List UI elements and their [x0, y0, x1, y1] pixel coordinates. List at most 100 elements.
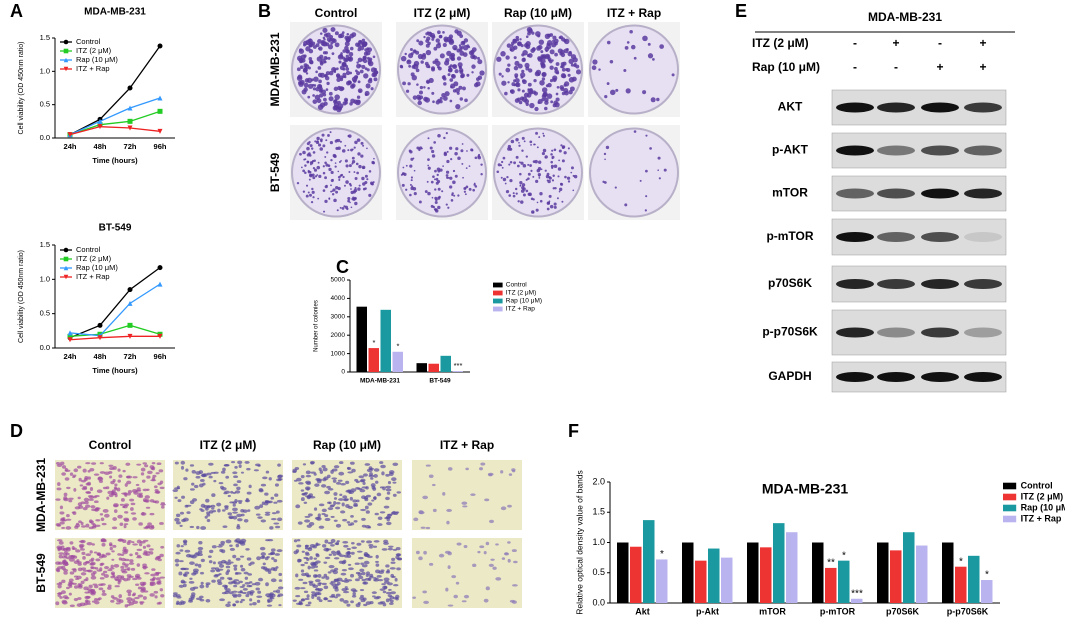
cell: [500, 470, 504, 474]
colony: [368, 193, 372, 197]
colony: [434, 169, 437, 173]
cell: [208, 475, 213, 479]
colony: [624, 203, 628, 207]
cell: [495, 543, 499, 546]
colony: [539, 192, 543, 196]
bar: [721, 557, 733, 603]
colony: [317, 143, 322, 147]
cell: [267, 570, 272, 574]
colony: [527, 88, 530, 91]
colony: [555, 71, 560, 75]
cell: [344, 498, 349, 501]
colony: [316, 174, 319, 176]
cell: [113, 563, 120, 568]
cell: [142, 581, 147, 586]
cell: [89, 562, 95, 566]
cell: [150, 573, 157, 577]
marker: [157, 95, 163, 101]
cell: [99, 567, 103, 571]
cell: [326, 474, 331, 479]
cell: [146, 475, 151, 479]
colony: [517, 200, 520, 203]
cell: [96, 489, 103, 494]
cell: [126, 480, 132, 485]
cell: [267, 598, 273, 603]
colony: [328, 96, 334, 102]
cell: [95, 524, 101, 528]
colony: [302, 190, 306, 193]
cell: [375, 554, 379, 559]
cell: [126, 589, 132, 594]
marker: [127, 125, 133, 131]
colony: [567, 147, 570, 150]
cell: [199, 584, 205, 589]
cell: [118, 474, 123, 478]
colony: [629, 30, 633, 34]
cell: [300, 497, 305, 502]
cell: [364, 505, 369, 510]
colony: [344, 159, 348, 163]
panel-label: C: [336, 257, 349, 277]
colony: [411, 185, 414, 188]
cell: [338, 471, 345, 476]
colony: [349, 46, 354, 51]
colony: [521, 89, 525, 93]
colony: [325, 57, 329, 60]
cell: [485, 586, 490, 591]
colony: [304, 171, 307, 175]
colony: [501, 80, 507, 86]
treatment-sign: +: [979, 36, 986, 50]
colony: [430, 204, 434, 208]
colony: [358, 184, 361, 187]
colony: [351, 197, 355, 201]
legend-swatch: [493, 306, 503, 312]
colony: [326, 151, 329, 154]
cell: [85, 553, 92, 557]
cell: [428, 562, 434, 566]
cell: [356, 550, 363, 553]
cell: [73, 575, 79, 578]
cell: [191, 482, 195, 486]
cell: [146, 488, 150, 491]
colony: [425, 39, 430, 43]
cell: [239, 585, 245, 588]
cell: [270, 551, 275, 555]
colony: [346, 36, 351, 41]
colony: [350, 188, 352, 190]
cell: [175, 521, 181, 525]
colony: [341, 31, 345, 34]
colony: [324, 156, 327, 158]
colony: [464, 98, 468, 103]
cell: [392, 548, 398, 551]
colony: [329, 141, 333, 145]
colony: [459, 46, 462, 49]
cell: [259, 546, 266, 551]
cell: [438, 553, 445, 558]
colony: [313, 76, 319, 82]
cell: [422, 495, 429, 500]
cell: [256, 556, 261, 561]
cell: [351, 542, 355, 545]
cell: [110, 564, 114, 569]
treatment-sign: -: [894, 60, 898, 74]
cell: [335, 523, 342, 528]
colony: [357, 42, 361, 46]
cell: [356, 499, 360, 503]
colony: [417, 96, 422, 101]
colony: [536, 168, 541, 173]
cell: [137, 586, 142, 590]
cell: [368, 466, 373, 470]
cell: [383, 580, 390, 584]
cell: [61, 600, 68, 605]
cell: [145, 506, 151, 509]
cell: [328, 553, 333, 556]
cell: [367, 555, 373, 559]
cell: [108, 464, 114, 467]
cell: [332, 553, 337, 556]
cell: [423, 550, 427, 555]
bar: [903, 532, 915, 603]
cell: [123, 578, 129, 582]
cell: [350, 600, 354, 604]
cell: [327, 541, 333, 545]
colony: [355, 99, 361, 106]
